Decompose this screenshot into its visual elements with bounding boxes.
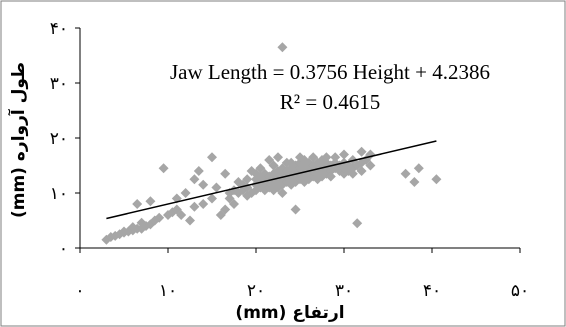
data-point: [339, 149, 349, 160]
x-tick-label: ۴۰: [423, 281, 441, 300]
data-point: [211, 182, 222, 193]
data-point: [119, 227, 129, 238]
data-point: [154, 212, 165, 223]
data-point: [277, 42, 288, 53]
r-squared-label: R² = 0.4615: [280, 90, 380, 114]
y-tick-label: ۰: [59, 239, 68, 258]
data-point: [220, 204, 231, 215]
data-point: [400, 168, 411, 179]
data-point: [229, 199, 239, 209]
x-tick-label: ۰: [75, 281, 84, 300]
data-point: [198, 199, 209, 209]
data-point: [321, 152, 332, 163]
data-point: [325, 171, 336, 182]
data-point: [431, 174, 442, 185]
data-point: [158, 163, 169, 174]
data-point: [273, 152, 283, 163]
data-point: [132, 199, 143, 209]
y-axis-title: طول آرواره (mm): [7, 62, 29, 218]
data-point: [277, 188, 288, 198]
x-axis-ticks: ۰ ۱۰ ۲۰ ۳۰ ۴۰ ۵۰: [75, 248, 529, 300]
data-point: [352, 218, 363, 229]
data-point: [145, 196, 156, 207]
y-tick-label: ۲۰: [50, 129, 68, 148]
data-point: [347, 168, 358, 179]
x-tick-label: ۱۰: [159, 281, 177, 300]
data-point: [242, 174, 253, 185]
data-point: [356, 166, 367, 176]
y-axis-ticks: ۰ ۱۰ ۲۰ ۳۰ ۴۰: [50, 19, 80, 258]
data-point: [185, 215, 195, 226]
trendline: [106, 140, 437, 220]
trendline-equation: Jaw Length = 0.3756 Height + 4.2386: [170, 60, 490, 84]
data-point: [207, 152, 217, 163]
data-point: [176, 210, 187, 220]
data-point: [189, 174, 200, 185]
x-tick-label: ۵۰: [511, 281, 529, 300]
data-points: [101, 42, 442, 245]
y-tick-label: ۴۰: [50, 19, 68, 38]
x-tick-label: ۳۰: [335, 281, 353, 300]
data-point: [189, 201, 200, 212]
data-point: [220, 168, 231, 179]
data-point: [290, 204, 301, 215]
data-point: [193, 166, 204, 176]
x-tick-label: ۲۰: [247, 281, 265, 300]
data-point: [136, 217, 147, 228]
data-point: [365, 160, 376, 171]
data-point: [198, 179, 209, 190]
data-point: [207, 193, 217, 204]
data-point: [356, 146, 367, 157]
data-point: [330, 152, 341, 163]
data-point: [413, 163, 424, 174]
x-axis-title: ارتفاع (mm): [235, 303, 344, 323]
y-tick-label: ۱۰: [50, 184, 68, 203]
data-point: [127, 222, 138, 233]
data-point: [409, 177, 420, 187]
data-point: [180, 188, 191, 198]
y-tick-label: ۳۰: [50, 74, 68, 93]
